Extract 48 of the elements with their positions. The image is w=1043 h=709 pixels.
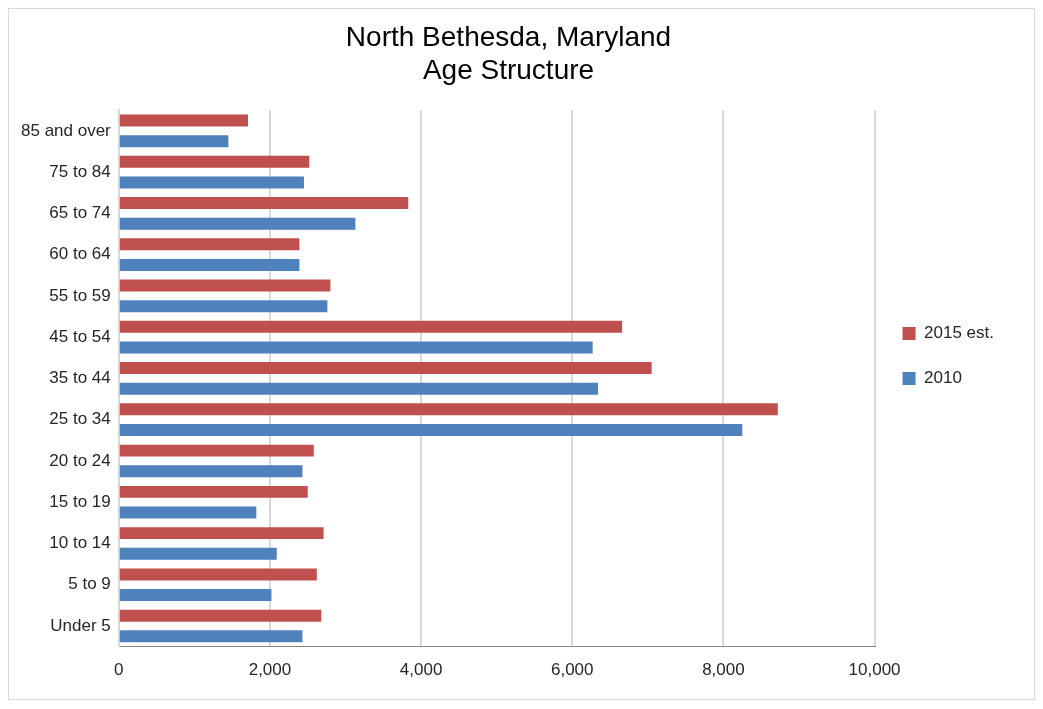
bar (119, 568, 317, 581)
x-tick-label: 4,000 (399, 660, 443, 680)
bar (119, 382, 598, 395)
y-tick-label: 75 to 84 (49, 161, 111, 181)
x-tick-label: 8,000 (702, 660, 745, 680)
y-tick-label: 25 to 34 (49, 409, 111, 429)
bar (119, 444, 314, 457)
y-tick-label: 5 to 9 (68, 574, 111, 594)
bar (119, 589, 272, 602)
bar (119, 238, 300, 251)
y-tick-label: 10 to 14 (49, 533, 111, 553)
y-tick-label: 60 to 64 (49, 244, 111, 264)
legend-label: 2015 est. (924, 323, 995, 343)
bar (119, 320, 623, 333)
y-tick-label: 35 to 44 (49, 368, 111, 388)
bar (119, 176, 304, 189)
bar (119, 217, 356, 230)
legend-label: 2010 (924, 368, 962, 388)
y-tick-label: 20 to 24 (49, 450, 111, 470)
bar (119, 465, 303, 478)
x-tick-label: 10,000 (848, 660, 901, 680)
y-tick-label: 85 and over (20, 120, 112, 140)
chart-title: North Bethesda, Maryland Age Structure (345, 20, 672, 86)
bar (119, 197, 409, 210)
bar (119, 155, 310, 168)
x-tick-label: 6,000 (550, 660, 594, 680)
y-tick-label: 55 to 59 (49, 285, 111, 305)
bar (119, 609, 322, 622)
bar (119, 630, 303, 643)
bar (119, 423, 743, 436)
bar (119, 258, 300, 271)
bar (119, 547, 277, 560)
bar (119, 279, 331, 292)
bar (119, 506, 257, 519)
y-tick-label: 15 to 19 (49, 491, 111, 511)
bar (119, 527, 324, 540)
bar (119, 341, 593, 354)
bar (119, 403, 778, 416)
x-tick-label: 2,000 (248, 660, 292, 680)
bar (119, 300, 328, 313)
y-tick-label: 65 to 74 (49, 203, 111, 223)
bar (119, 114, 249, 127)
bar (119, 485, 308, 498)
bar (119, 135, 229, 148)
y-tick-label: Under 5 (50, 615, 111, 635)
y-tick-label: 45 to 54 (49, 326, 111, 346)
x-tick-label: 0 (114, 660, 124, 680)
bar (119, 362, 652, 375)
